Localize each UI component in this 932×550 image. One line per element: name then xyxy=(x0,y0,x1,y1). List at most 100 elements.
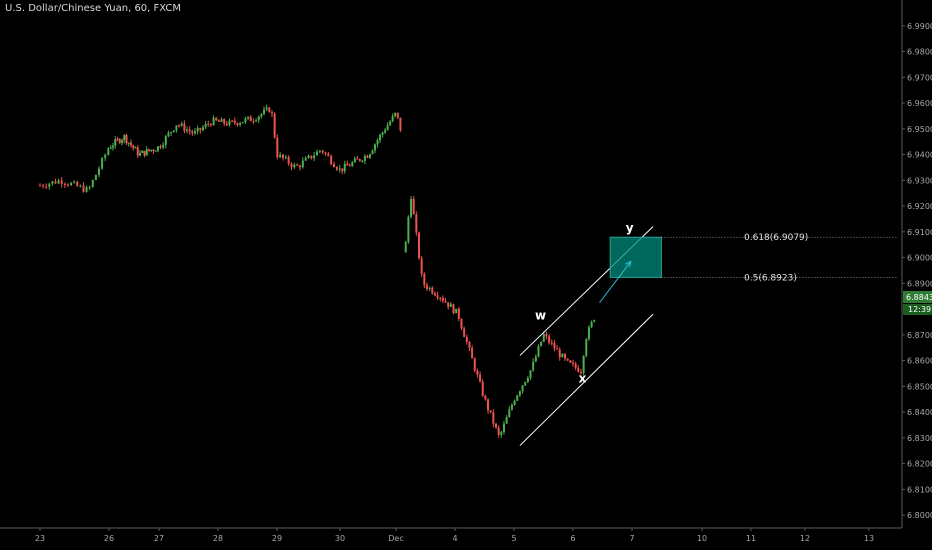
candle-body xyxy=(585,339,588,356)
candle-body xyxy=(425,285,428,289)
candle-body xyxy=(307,155,310,158)
candle-body xyxy=(545,334,548,337)
time-tick-label: 5 xyxy=(511,534,516,543)
candle-body xyxy=(107,148,110,155)
candle-body xyxy=(407,216,410,242)
current-price-badge xyxy=(903,290,932,303)
chart-title: U.S. Dollar/Chinese Yuan, 60, FXCM xyxy=(5,3,182,14)
price-tick-label: 6.9600 xyxy=(907,99,932,108)
candle-body xyxy=(338,168,341,170)
time-tick-label: 23 xyxy=(35,534,45,543)
candle-body xyxy=(404,241,407,253)
candle-body xyxy=(130,142,132,146)
candle-body xyxy=(233,120,236,124)
candle-body xyxy=(159,146,162,148)
candle-body xyxy=(196,128,199,132)
price-tick-label: 6.8600 xyxy=(907,357,932,366)
candle-body xyxy=(410,198,413,217)
candle-body xyxy=(441,298,444,301)
candle-body xyxy=(148,149,150,151)
candle-body xyxy=(263,109,266,114)
candle-body xyxy=(127,142,130,144)
candle-body xyxy=(500,432,503,435)
candle-body xyxy=(471,347,474,359)
candle-body xyxy=(321,150,324,153)
candle-body xyxy=(178,125,181,127)
fib-level-label: 0.618(6.9079) xyxy=(744,233,808,243)
candle-body xyxy=(428,287,431,289)
candle-body xyxy=(220,119,223,122)
candle-body xyxy=(239,123,242,125)
candle-body xyxy=(439,297,442,299)
time-tick-label: 27 xyxy=(154,534,164,543)
candle-body xyxy=(481,381,484,396)
candle-body xyxy=(366,156,369,158)
candle-body xyxy=(209,124,212,126)
candle-body xyxy=(386,125,389,131)
candle-body xyxy=(175,125,178,131)
candle-body xyxy=(343,163,346,172)
candle-body xyxy=(225,123,228,126)
candle-body xyxy=(479,374,482,382)
candle-body xyxy=(167,132,170,137)
time-tick-label: 7 xyxy=(629,534,634,543)
candle-body xyxy=(593,320,596,322)
candle-body xyxy=(180,123,183,126)
candle-body xyxy=(301,160,304,168)
candle-body xyxy=(76,181,79,187)
candle-body xyxy=(508,409,511,418)
candle-body xyxy=(399,117,402,131)
time-tick-label: 26 xyxy=(104,534,114,543)
candle-body xyxy=(371,150,374,155)
candle-body xyxy=(418,232,421,259)
candle-body xyxy=(492,412,495,424)
candle-body xyxy=(249,116,252,122)
candle-body xyxy=(70,182,73,186)
countdown-label: 12:39 xyxy=(908,305,931,314)
candle-body xyxy=(351,162,354,166)
candle-body xyxy=(363,156,366,161)
candle-body xyxy=(590,321,593,328)
candle-body xyxy=(532,361,535,371)
candle-body xyxy=(553,342,556,349)
candle-body xyxy=(497,427,500,435)
candle-body xyxy=(577,367,580,372)
price-tick-label: 6.9100 xyxy=(907,228,932,237)
candle-body xyxy=(114,139,117,146)
candle-body xyxy=(542,334,545,342)
candle-body xyxy=(141,150,144,153)
candle-body xyxy=(63,183,66,185)
candle-body xyxy=(265,107,268,110)
time-tick-label: 29 xyxy=(272,534,282,543)
candle-body xyxy=(396,112,399,118)
candle-body xyxy=(241,122,244,124)
candle-body xyxy=(374,144,376,151)
candle-body xyxy=(191,131,194,134)
candle-body xyxy=(236,123,239,125)
candle-body xyxy=(516,395,519,401)
candle-body xyxy=(310,155,313,159)
candle-body xyxy=(268,107,271,113)
candle-body xyxy=(327,153,330,157)
candle-body xyxy=(376,140,379,145)
candle-body xyxy=(444,300,447,303)
candle-body xyxy=(569,360,572,363)
candle-body xyxy=(150,149,153,151)
price-tick-label: 6.9300 xyxy=(907,176,932,185)
candle-body xyxy=(73,181,76,183)
time-tick-label: 6 xyxy=(570,534,575,543)
candle-body xyxy=(348,165,351,167)
candle-body xyxy=(136,147,139,156)
candle-body xyxy=(279,154,282,158)
fib-level-label: 0.5(6.8923) xyxy=(744,273,797,283)
candle-body xyxy=(170,131,173,133)
candle-body xyxy=(125,135,128,144)
candle-body xyxy=(556,348,559,350)
candle-body xyxy=(356,158,359,160)
candle-body xyxy=(489,410,492,413)
candle-body xyxy=(368,154,371,158)
candle-body xyxy=(207,123,210,125)
candle-body xyxy=(384,130,387,133)
